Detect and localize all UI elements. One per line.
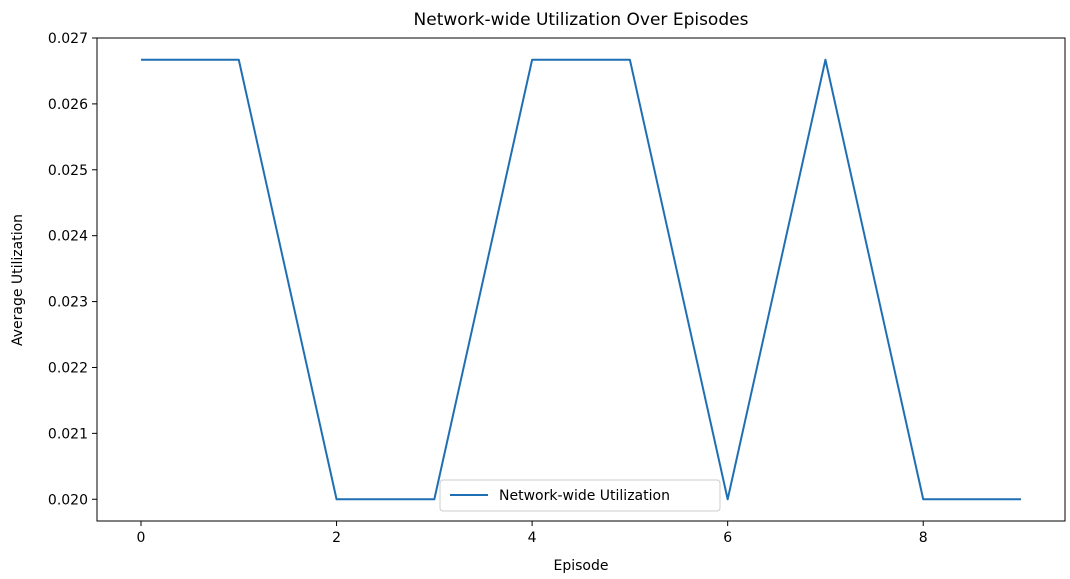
- x-tick-label: 6: [723, 530, 732, 546]
- x-axis-label: Episode: [554, 558, 609, 574]
- y-tick-label: 0.027: [48, 31, 88, 47]
- y-tick-label: 0.025: [48, 163, 88, 179]
- series-layer: [140, 58, 1022, 501]
- y-tick-label: 0.020: [48, 492, 88, 508]
- legend: Network-wide Utilization: [439, 479, 721, 512]
- y-tick-label: 0.021: [48, 426, 88, 442]
- x-tick-label: 2: [332, 530, 341, 546]
- legend-label: Network-wide Utilization: [499, 488, 670, 504]
- y-axis-ticks: 0.020 0.021 0.022 0.023 0.024 0.025 0.026 0.027: [48, 31, 97, 508]
- y-tick-label: 0.026: [48, 97, 88, 113]
- series-line-utilization: [141, 58, 1021, 501]
- x-tick-label: 4: [528, 530, 537, 546]
- y-tick-label: 0.022: [48, 360, 88, 376]
- chart-title: Network-wide Utilization Over Episodes: [414, 10, 749, 30]
- x-tick-label: 8: [919, 530, 928, 546]
- y-axis-label: Average Utilization: [10, 214, 26, 346]
- y-tick-label: 0.023: [48, 295, 88, 311]
- y-tick-label: 0.024: [48, 229, 88, 245]
- plot-area: [96, 37, 1066, 522]
- legend-box: [439, 479, 721, 512]
- x-tick-label: 0: [137, 530, 146, 546]
- x-axis-ticks: 0 2 4 6 8: [137, 521, 928, 546]
